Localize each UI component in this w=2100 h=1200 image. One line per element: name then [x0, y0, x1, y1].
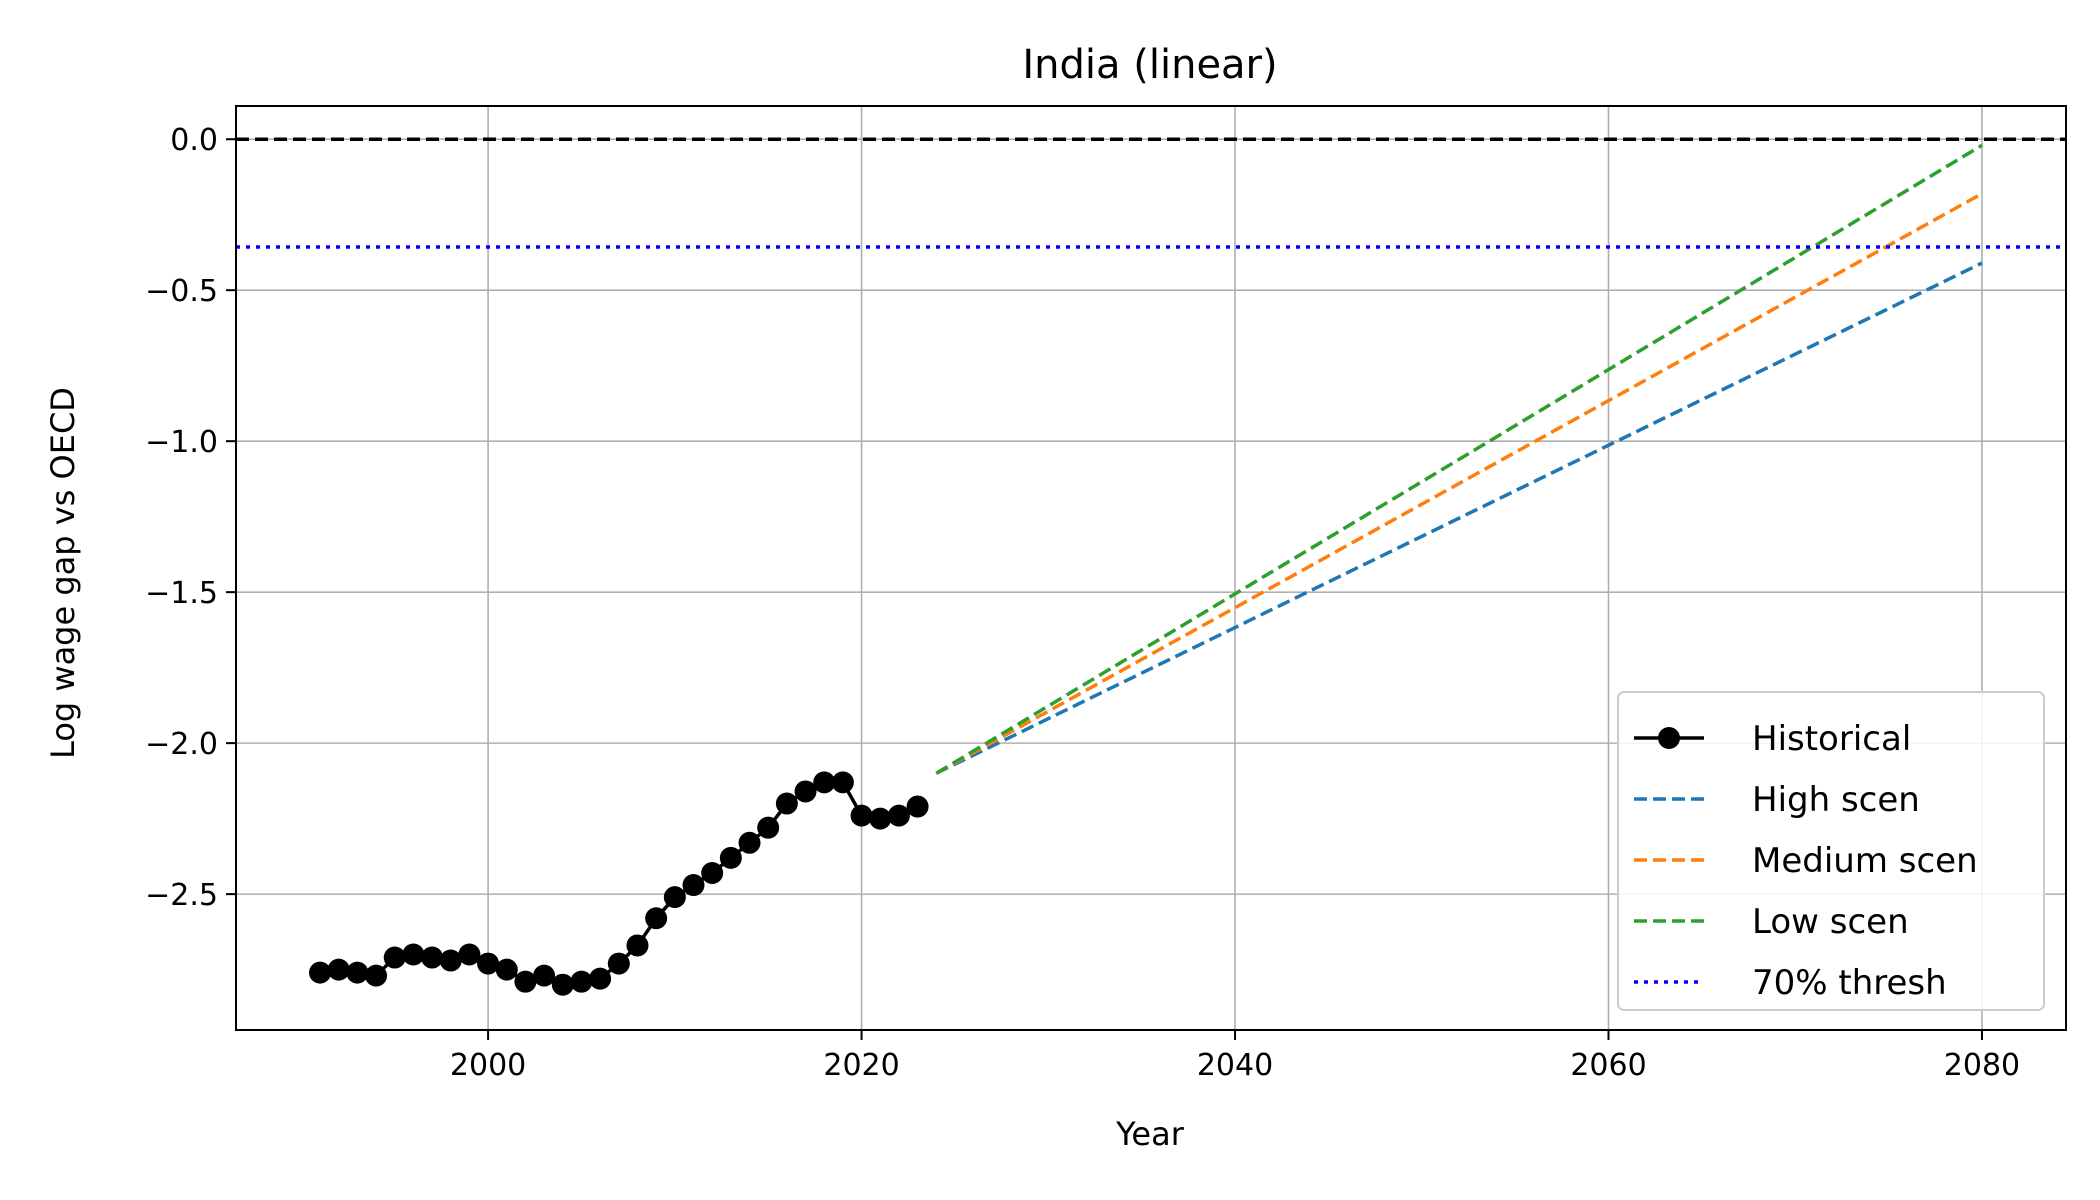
y-tick-label: −1.0 [145, 425, 218, 460]
historical-point [682, 874, 705, 897]
historical-point [570, 970, 593, 993]
x-tick-label: 2080 [1944, 1048, 2020, 1083]
legend-label: 70% thresh [1752, 963, 1947, 1003]
chart-title: India (linear) [1022, 42, 1277, 88]
legend: Historical High scen Medium scen Low scen 70… [1617, 691, 2045, 1011]
legend-label: High scen [1752, 780, 1920, 820]
historical-point [775, 792, 798, 815]
historical-point [365, 964, 388, 987]
historical-point [477, 952, 500, 975]
historical-point [495, 958, 518, 981]
historical-point [850, 804, 873, 827]
historical-point [719, 846, 742, 869]
y-axis-title: Log wage gap vs OECD [44, 387, 82, 759]
historical-point [402, 943, 425, 966]
historical-point [663, 886, 686, 909]
x-axis-title: Year [1115, 1115, 1185, 1153]
series-line-medium-scen [935, 192, 1983, 775]
series-line-high-scen [935, 261, 1983, 775]
y-tick-label: −2.5 [145, 878, 218, 913]
x-tick-label: 2000 [450, 1048, 526, 1083]
historical-point [551, 973, 574, 996]
historical-point [794, 780, 817, 803]
legend-label: Medium scen [1752, 841, 1978, 881]
axis-ticks: 2000 2020 2040 2060 2080 0.0 −0.5 −1.0 −1.5 −2.0 −… [145, 123, 2020, 1083]
historical-point [626, 934, 649, 957]
historical-point [701, 861, 724, 884]
historical-point [869, 807, 892, 830]
legend-label: Low scen [1752, 902, 1909, 942]
x-tick-label: 2020 [823, 1048, 899, 1083]
historical-point [309, 961, 332, 984]
historical-point [589, 967, 612, 990]
plot-frame [235, 105, 2067, 1031]
historical-point [738, 831, 761, 854]
historical-point [757, 816, 780, 839]
y-tick-label: −2.0 [145, 727, 218, 762]
y-tick-label: 0.0 [170, 123, 218, 158]
historical-point [327, 958, 350, 981]
historical-point [607, 952, 630, 975]
historical-point [514, 970, 537, 993]
legend-label: Historical [1752, 719, 1911, 759]
y-tick-label: −1.5 [145, 576, 218, 611]
historical-point [346, 961, 369, 984]
y-tick-label: −0.5 [145, 274, 218, 309]
legend-box [1617, 691, 2045, 1011]
historical-point [906, 795, 929, 818]
historical-point [458, 943, 481, 966]
historical-point [421, 946, 444, 969]
x-tick-label: 2060 [1570, 1048, 1646, 1083]
historical-point [533, 964, 556, 987]
historical-point [383, 946, 406, 969]
historical-point [813, 771, 836, 794]
historical-point [887, 804, 910, 827]
series-line-low-scen [935, 143, 1983, 775]
x-tick-label: 2040 [1197, 1048, 1273, 1083]
historical-point [645, 907, 668, 930]
historical-point [831, 771, 854, 794]
series-layer [236, 143, 2066, 996]
historical-point [439, 949, 462, 972]
legend-marker [1658, 727, 1680, 749]
